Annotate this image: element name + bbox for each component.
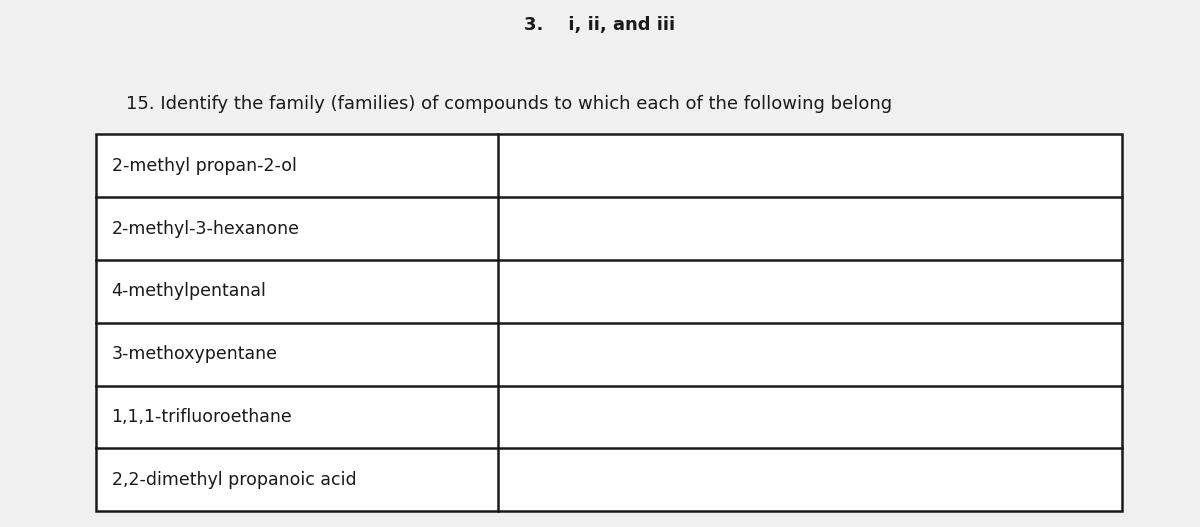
Text: 4-methylpentanal: 4-methylpentanal: [112, 282, 266, 300]
Text: 2,2-dimethyl propanoic acid: 2,2-dimethyl propanoic acid: [112, 471, 356, 489]
Text: 1,1,1-trifluoroethane: 1,1,1-trifluoroethane: [112, 408, 293, 426]
Text: 2-methyl propan-2-ol: 2-methyl propan-2-ol: [112, 157, 296, 175]
Text: 3.    i, ii, and iii: 3. i, ii, and iii: [524, 16, 676, 34]
Bar: [96, 134, 1122, 511]
Text: 15. Identify the family (families) of compounds to which each of the following b: 15. Identify the family (families) of co…: [126, 95, 892, 113]
Bar: [96, 134, 1122, 511]
Text: 2-methyl-3-hexanone: 2-methyl-3-hexanone: [112, 220, 300, 238]
Text: 3-methoxypentane: 3-methoxypentane: [112, 345, 277, 363]
